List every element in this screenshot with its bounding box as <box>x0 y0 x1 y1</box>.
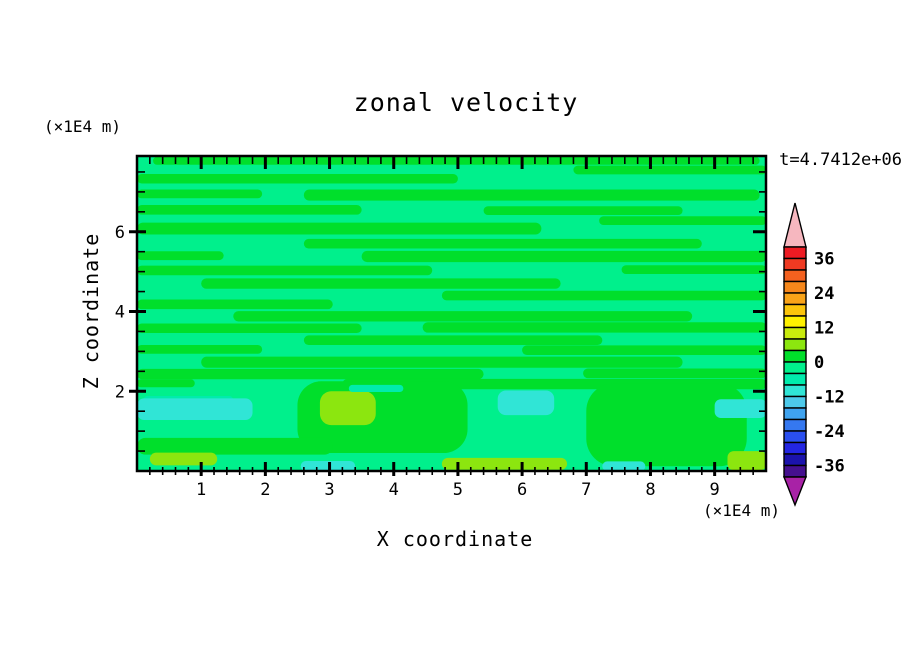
plot-field <box>137 156 766 471</box>
colorbar-label: 36 <box>814 250 834 270</box>
colorbar-band <box>783 418 807 432</box>
contour-region <box>137 345 263 354</box>
contour-region <box>714 399 766 418</box>
colorbar-band <box>783 303 807 317</box>
contour-region <box>522 345 766 355</box>
colorbar-band <box>783 349 807 363</box>
contour-region <box>303 238 702 249</box>
x-tick-labels: 1 2 3 4 5 6 7 8 9 <box>196 480 720 500</box>
contour-region <box>153 156 760 165</box>
colorbar-label: 24 <box>814 284 834 304</box>
contour-region <box>602 461 646 471</box>
x-tick-label: 2 <box>260 480 270 500</box>
x-tick-label: 7 <box>581 480 591 500</box>
contour-region <box>441 457 568 470</box>
colorbar-band <box>783 269 807 283</box>
x-tick-label: 4 <box>389 480 399 500</box>
colorbar-band <box>783 395 807 409</box>
contour-region <box>300 461 356 471</box>
contour-region <box>201 356 683 368</box>
colorbar-band <box>783 280 807 294</box>
contour-region <box>137 173 458 184</box>
colorbar-band <box>783 453 807 467</box>
colorbar-under-arrow <box>782 476 808 507</box>
time-annotation: t=4.7412e+06 <box>779 150 902 170</box>
contour-region <box>137 437 333 455</box>
colorbar-band <box>783 292 807 306</box>
contour-region <box>422 322 766 333</box>
colorbar-label: -24 <box>814 422 845 442</box>
contour-region <box>137 251 224 261</box>
contour-region <box>137 379 195 388</box>
y-tick-label: 2 <box>115 382 125 402</box>
x-tick-label: 8 <box>645 480 655 500</box>
colorbar-band <box>783 384 807 398</box>
colorbar-label: 12 <box>814 319 834 339</box>
contour-region <box>233 311 693 322</box>
contour-region <box>599 216 766 225</box>
contour-region <box>586 383 747 467</box>
y-tick-labels: 2 4 6 <box>115 223 125 402</box>
colorbar-band <box>783 361 807 375</box>
contour-region <box>201 278 561 289</box>
contour-region <box>137 222 542 235</box>
plot-title: zonal velocity <box>353 88 579 117</box>
colorbar-band <box>783 464 807 478</box>
colorbar-band <box>783 407 807 421</box>
contour-region <box>149 452 218 466</box>
contour-region <box>497 390 555 416</box>
colorbar-band <box>783 430 807 444</box>
colorbar-band <box>783 372 807 386</box>
contour-region <box>137 368 484 380</box>
colorbar-band <box>783 246 807 260</box>
contour-region <box>137 205 362 215</box>
x-axis-title: X coordinate <box>376 527 534 551</box>
contour-region <box>727 451 766 471</box>
contour-region <box>303 335 603 345</box>
colorbar-label: -12 <box>814 388 845 408</box>
contour-region <box>137 398 253 420</box>
x-tick-label: 5 <box>453 480 463 500</box>
colorbar-label: -36 <box>814 457 845 477</box>
contour-region <box>303 189 760 201</box>
x-tick-label: 3 <box>324 480 334 500</box>
contour-region <box>483 206 683 216</box>
colorbar-label: 0 <box>814 353 824 373</box>
plot-border <box>135 154 768 473</box>
axis-ticks <box>129 157 765 476</box>
y-axis-unit-label: (×1E4 m) <box>44 117 122 136</box>
contour-region <box>137 299 333 310</box>
contour-region <box>621 265 766 275</box>
y-tick-label: 4 <box>115 303 125 323</box>
colorbar-band <box>783 441 807 455</box>
x-tick-label: 9 <box>710 480 720 500</box>
colorbar-band <box>783 326 807 340</box>
x-axis-unit-label: (×1E4 m) <box>702 501 780 520</box>
contour-region <box>319 391 376 426</box>
y-tick-label: 6 <box>115 223 125 243</box>
contour-region <box>583 368 766 379</box>
contour-region <box>137 189 263 199</box>
contour-region <box>348 384 404 393</box>
contour-region <box>361 250 766 263</box>
colorbar-band <box>783 338 807 352</box>
colorbar-band <box>783 315 807 329</box>
contour-region <box>573 165 766 175</box>
contour-region <box>137 265 433 276</box>
x-tick-label: 6 <box>517 480 527 500</box>
colorbar-over-arrow <box>783 202 807 248</box>
contour-region <box>441 290 766 301</box>
x-tick-label: 1 <box>196 480 206 500</box>
colorbar-band <box>783 257 807 271</box>
contour-region <box>137 323 362 334</box>
colorbar: 36 24 12 0 -12 -24 -36 <box>782 202 845 507</box>
